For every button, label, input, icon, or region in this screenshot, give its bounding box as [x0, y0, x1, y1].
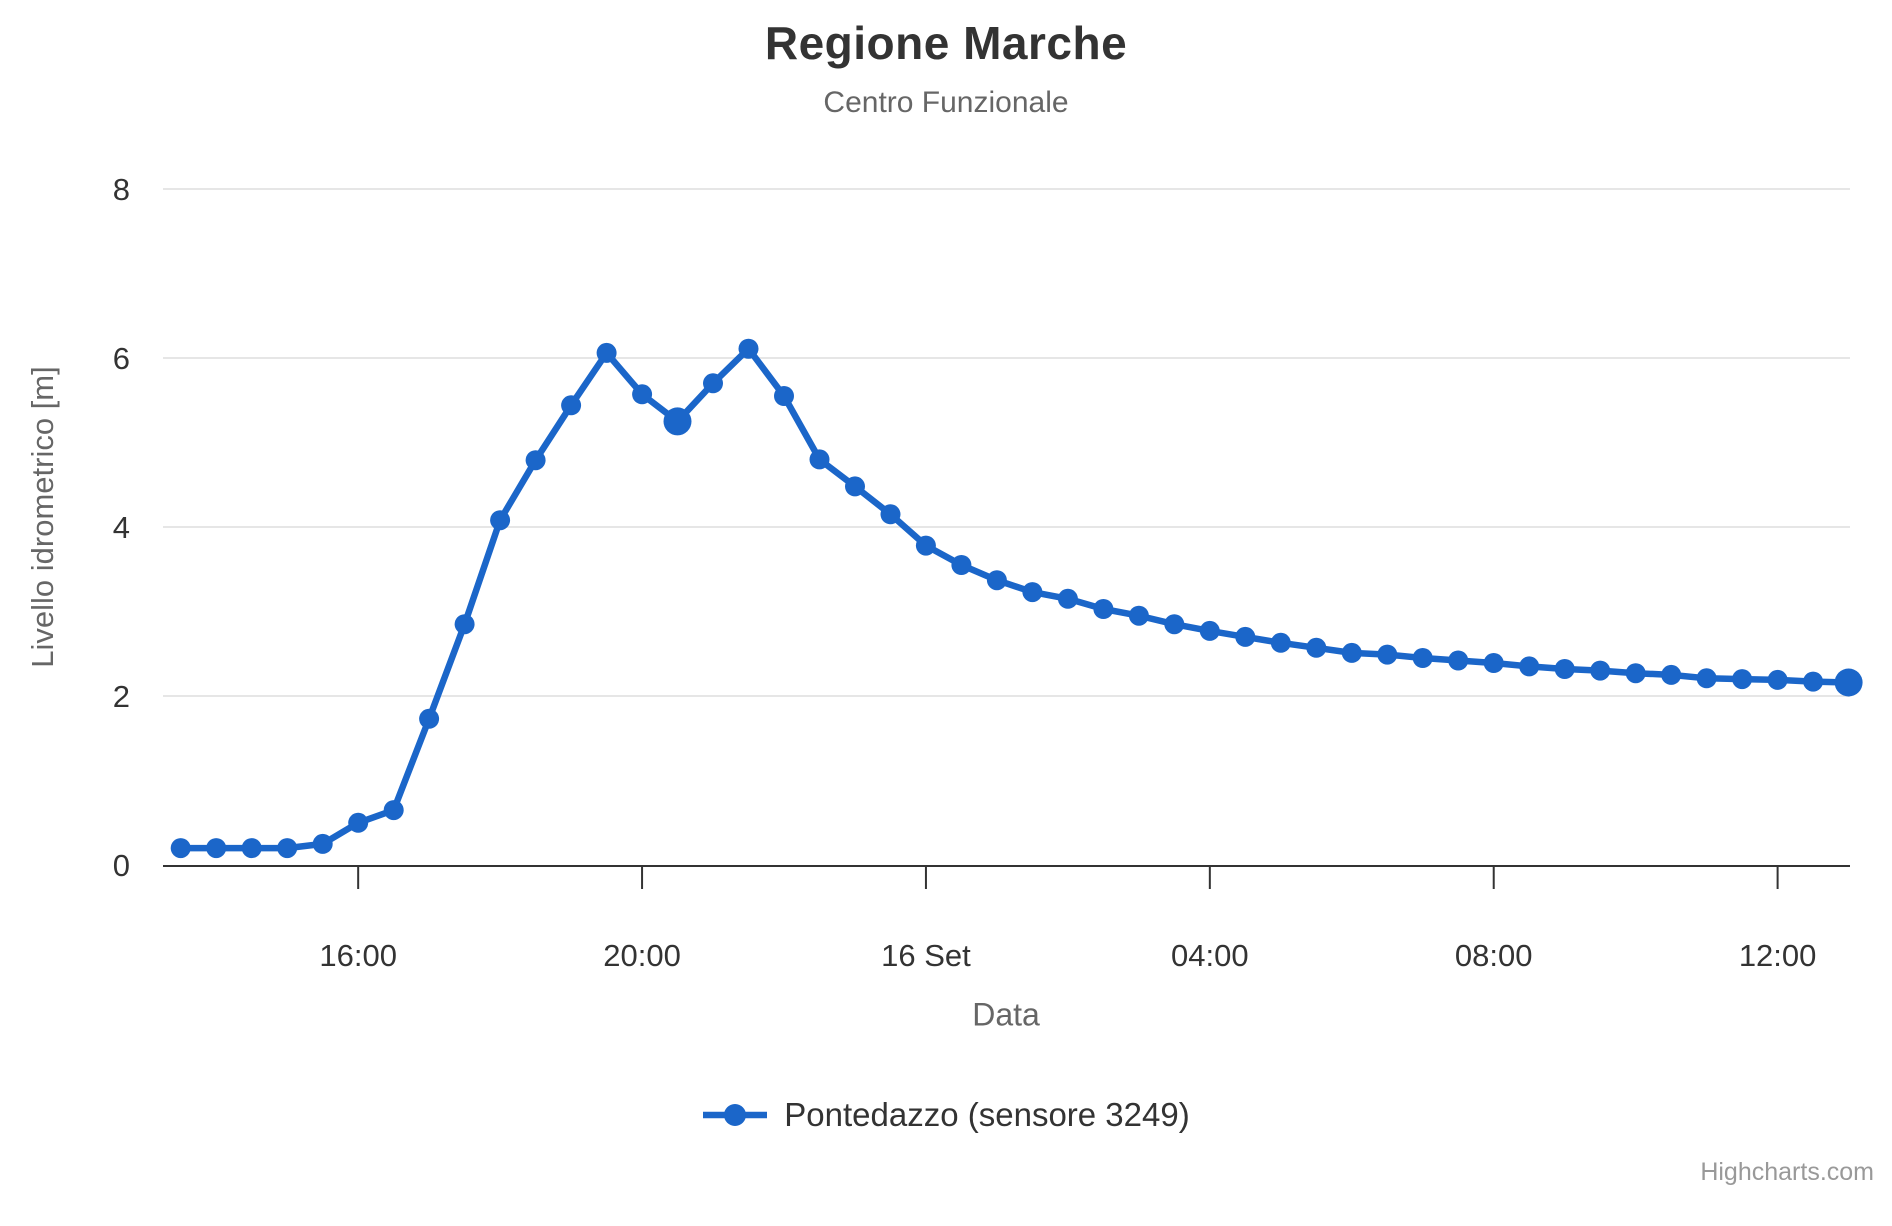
data-point[interactable] — [774, 386, 794, 406]
chart-title: Regione Marche — [764, 17, 1128, 69]
y-axis-tick-label: 0 — [113, 848, 130, 883]
y-axis-tick-label: 2 — [113, 679, 130, 714]
data-point[interactable] — [880, 504, 901, 525]
data-point[interactable] — [915, 535, 936, 556]
data-point[interactable] — [348, 812, 369, 833]
data-point[interactable] — [241, 838, 262, 859]
data-point[interactable] — [383, 800, 404, 821]
legend-series-marker-icon — [703, 1104, 768, 1126]
series-markers — [170, 338, 1863, 859]
data-point[interactable] — [1270, 632, 1291, 653]
data-point[interactable] — [1306, 637, 1327, 658]
x-axis-tick-label: 04:00 — [1171, 938, 1249, 973]
data-point[interactable] — [1767, 669, 1788, 690]
x-axis-title: Data — [972, 996, 1040, 1033]
x-axis-tick-label: 08:00 — [1455, 938, 1533, 973]
data-point[interactable] — [703, 373, 723, 394]
data-point[interactable] — [419, 708, 440, 729]
data-point[interactable] — [632, 384, 653, 405]
y-gridlines — [163, 188, 1850, 697]
data-point[interactable] — [1022, 582, 1043, 603]
data-point[interactable] — [206, 838, 227, 859]
data-point[interactable] — [490, 510, 511, 531]
data-point[interactable] — [1834, 668, 1863, 697]
data-point[interactable] — [1448, 650, 1469, 671]
data-point[interactable] — [1377, 644, 1398, 665]
data-point[interactable] — [1235, 626, 1256, 647]
y-axis-title: Livello idrometrico [m] — [25, 366, 60, 668]
data-point[interactable] — [951, 555, 972, 575]
data-point[interactable] — [1093, 599, 1114, 619]
data-point[interactable] — [525, 450, 546, 471]
data-point[interactable] — [1519, 656, 1540, 677]
x-axis-labels: 16:00 20:00 16 Set 04:00 08:00 12:00 — [319, 938, 1816, 973]
data-point[interactable] — [845, 476, 865, 497]
y-axis-tick-label: 6 — [113, 341, 130, 376]
data-point[interactable] — [561, 395, 582, 416]
data-point[interactable] — [596, 342, 617, 363]
data-point[interactable] — [1554, 659, 1575, 679]
x-axis-tick-label: 12:00 — [1739, 938, 1817, 973]
data-point[interactable] — [1128, 605, 1149, 626]
y-axis-tick-label: 8 — [113, 172, 130, 207]
legend-dot-icon — [724, 1104, 747, 1126]
data-point[interactable] — [454, 614, 475, 635]
y-axis-tick-label: 4 — [113, 510, 130, 545]
data-point[interactable] — [1199, 620, 1220, 641]
data-point[interactable] — [986, 570, 1007, 591]
data-point[interactable] — [1341, 642, 1362, 663]
data-point[interactable] — [1661, 664, 1682, 685]
data-point[interactable] — [738, 338, 759, 359]
x-axis-ticks — [357, 867, 1779, 889]
data-point[interactable] — [1625, 663, 1646, 684]
x-axis-tick-label: 20:00 — [603, 938, 681, 973]
x-axis-tick-label: 16 Set — [881, 938, 971, 973]
data-point[interactable] — [1732, 669, 1753, 690]
data-point[interactable] — [1590, 660, 1611, 681]
highcharts-credits-link[interactable]: Highcharts.com — [1700, 1158, 1874, 1186]
legend-label: Pontedazzo (sensore 3249) — [784, 1096, 1190, 1133]
data-point[interactable] — [170, 838, 191, 859]
data-point[interactable] — [1803, 671, 1824, 692]
data-point[interactable] — [1164, 614, 1185, 635]
data-point[interactable] — [809, 449, 830, 470]
data-point[interactable] — [1412, 648, 1433, 668]
data-point[interactable] — [663, 407, 692, 436]
data-point[interactable] — [1696, 668, 1717, 689]
data-point[interactable] — [312, 833, 333, 854]
y-axis-labels: 0 2 4 6 8 — [113, 172, 130, 883]
x-axis-tick-label: 16:00 — [319, 938, 397, 973]
data-point[interactable] — [277, 838, 298, 859]
data-point[interactable] — [1483, 653, 1504, 673]
series-line[interactable] — [177, 345, 1852, 852]
data-point[interactable] — [1057, 588, 1078, 609]
chart-subtitle: Centro Funzionale — [823, 86, 1069, 119]
legend-item[interactable]: Pontedazzo (sensore 3249) — [0, 1096, 1892, 1134]
